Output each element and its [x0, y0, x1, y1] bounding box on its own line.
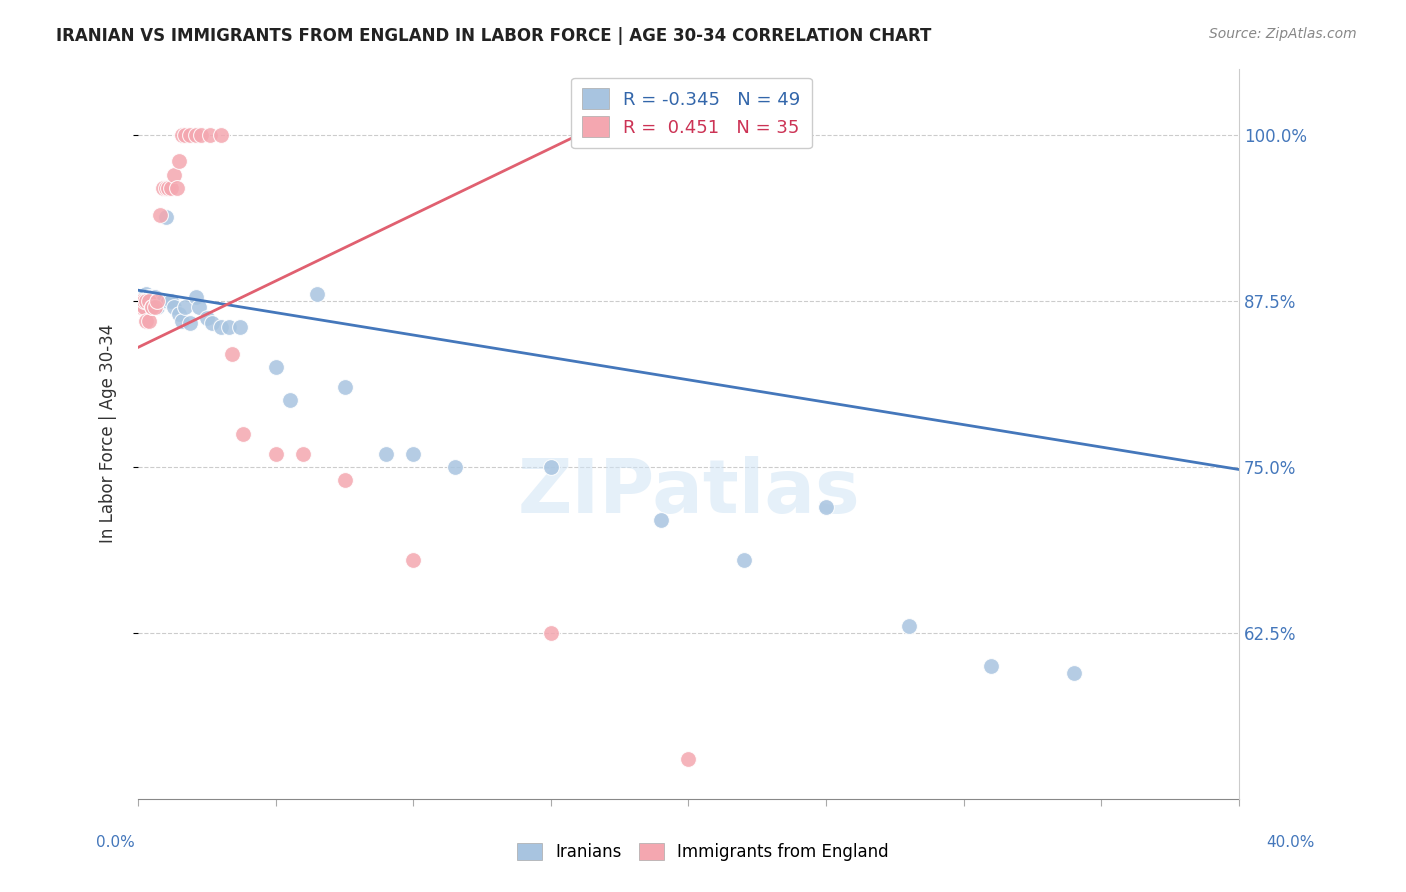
Point: [169, 307, 191, 321]
Point: [678, 752, 700, 766]
Point: [163, 168, 186, 182]
Point: [135, 287, 157, 301]
Point: [195, 311, 218, 326]
Point: [264, 360, 287, 375]
Point: [129, 290, 152, 304]
Point: [155, 211, 177, 225]
Point: [184, 128, 207, 142]
Point: [374, 446, 396, 460]
Point: [132, 301, 155, 315]
Point: [201, 317, 224, 331]
Point: [160, 181, 183, 195]
Point: [135, 293, 157, 308]
Point: [138, 298, 160, 312]
Point: [540, 459, 562, 474]
Text: 40.0%: 40.0%: [1267, 836, 1315, 850]
Point: [179, 128, 201, 142]
Point: [149, 293, 172, 308]
Point: [163, 301, 186, 315]
Point: [138, 314, 160, 328]
Point: [232, 426, 254, 441]
Point: [733, 552, 755, 566]
Point: [174, 128, 197, 142]
Point: [152, 293, 174, 308]
Point: [149, 208, 172, 222]
Point: [141, 293, 163, 308]
Point: [141, 293, 163, 308]
Point: [650, 513, 672, 527]
Point: [198, 128, 221, 142]
Point: [187, 301, 209, 315]
Point: [264, 446, 287, 460]
Point: [157, 181, 180, 195]
Point: [143, 293, 166, 308]
Point: [152, 181, 174, 195]
Point: [143, 301, 166, 315]
Point: [179, 317, 201, 331]
Point: [141, 301, 163, 315]
Point: [146, 293, 169, 308]
Point: [897, 619, 920, 633]
Point: [209, 320, 232, 334]
Point: [132, 290, 155, 304]
Legend: Iranians, Immigrants from England: Iranians, Immigrants from England: [510, 836, 896, 868]
Point: [221, 347, 243, 361]
Point: [141, 290, 163, 304]
Point: [443, 459, 465, 474]
Point: [141, 301, 163, 315]
Point: [143, 290, 166, 304]
Point: [980, 659, 1002, 673]
Point: [135, 290, 157, 304]
Point: [190, 128, 212, 142]
Point: [146, 293, 169, 308]
Point: [155, 181, 177, 195]
Point: [1063, 665, 1085, 680]
Point: [174, 301, 197, 315]
Point: [166, 181, 188, 195]
Point: [135, 314, 157, 328]
Point: [138, 290, 160, 304]
Point: [138, 293, 160, 308]
Text: ZIPatlas: ZIPatlas: [517, 456, 860, 529]
Point: [132, 293, 155, 308]
Point: [135, 293, 157, 308]
Point: [229, 320, 252, 334]
Point: [540, 625, 562, 640]
Point: [305, 287, 328, 301]
Legend: R = -0.345   N = 49, R =  0.451   N = 35: R = -0.345 N = 49, R = 0.451 N = 35: [571, 78, 811, 148]
Text: Source: ZipAtlas.com: Source: ZipAtlas.com: [1209, 27, 1357, 41]
Point: [402, 446, 425, 460]
Point: [129, 293, 152, 308]
Point: [146, 301, 169, 315]
Point: [333, 380, 356, 394]
Point: [129, 293, 152, 308]
Text: 0.0%: 0.0%: [96, 836, 135, 850]
Point: [333, 473, 356, 487]
Point: [815, 500, 838, 514]
Point: [402, 552, 425, 566]
Point: [172, 128, 194, 142]
Point: [138, 293, 160, 308]
Point: [132, 298, 155, 312]
Point: [169, 154, 191, 169]
Point: [209, 128, 232, 142]
Point: [292, 446, 315, 460]
Point: [129, 301, 152, 315]
Point: [172, 314, 194, 328]
Point: [184, 290, 207, 304]
Point: [218, 320, 240, 334]
Point: [278, 393, 301, 408]
Point: [132, 293, 155, 308]
Text: IRANIAN VS IMMIGRANTS FROM ENGLAND IN LABOR FORCE | AGE 30-34 CORRELATION CHART: IRANIAN VS IMMIGRANTS FROM ENGLAND IN LA…: [56, 27, 932, 45]
Point: [157, 293, 180, 308]
Point: [160, 293, 183, 308]
Y-axis label: In Labor Force | Age 30-34: In Labor Force | Age 30-34: [100, 324, 117, 543]
